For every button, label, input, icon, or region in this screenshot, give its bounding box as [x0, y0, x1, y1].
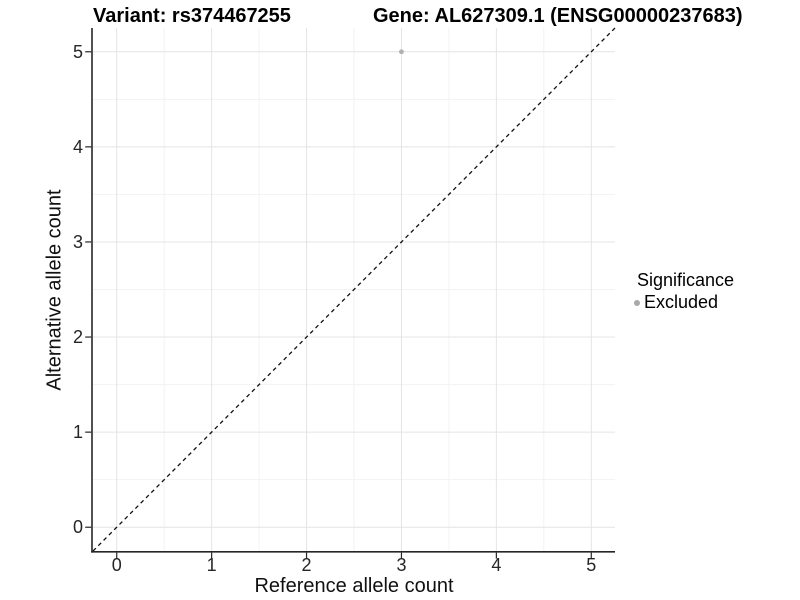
y-tick-label: 5 — [72, 41, 83, 62]
identity-dashed-line — [92, 27, 616, 552]
x-tick-label: 5 — [586, 555, 597, 575]
x-tick-label: 4 — [491, 555, 502, 575]
y-axis-title: Alternative allele count — [43, 189, 66, 391]
x-tick-label: 0 — [111, 555, 122, 575]
major-gridlines — [93, 28, 615, 551]
legend-title: Significance — [637, 270, 735, 290]
data-point — [399, 49, 404, 55]
y-tick-label: 1 — [72, 422, 83, 443]
gene-title: Gene: AL627309.1 (ENSG00000237683) — [373, 5, 743, 27]
axis-lines — [91, 28, 615, 553]
x-tick-label: 2 — [301, 555, 312, 575]
x-tick-label: 1 — [206, 555, 217, 575]
y-tick-label: 3 — [72, 231, 83, 252]
minor-gridlines — [93, 28, 615, 551]
legend-item-excluded: Excluded — [628, 292, 734, 313]
data-points — [399, 49, 404, 55]
tick-marks — [85, 51, 592, 559]
y-tick-label: 4 — [72, 136, 83, 157]
legend: Significance Excluded — [628, 270, 734, 313]
x-axis-title: Reference allele count — [254, 575, 454, 597]
legend-item-label: Excluded — [644, 292, 719, 312]
variant-title: Variant: rs374467255 — [93, 5, 291, 27]
y-tick-label: 0 — [72, 517, 83, 538]
x-tick-label: 3 — [396, 555, 407, 575]
excluded-point-icon — [634, 299, 640, 306]
y-tick-label: 2 — [72, 327, 83, 348]
